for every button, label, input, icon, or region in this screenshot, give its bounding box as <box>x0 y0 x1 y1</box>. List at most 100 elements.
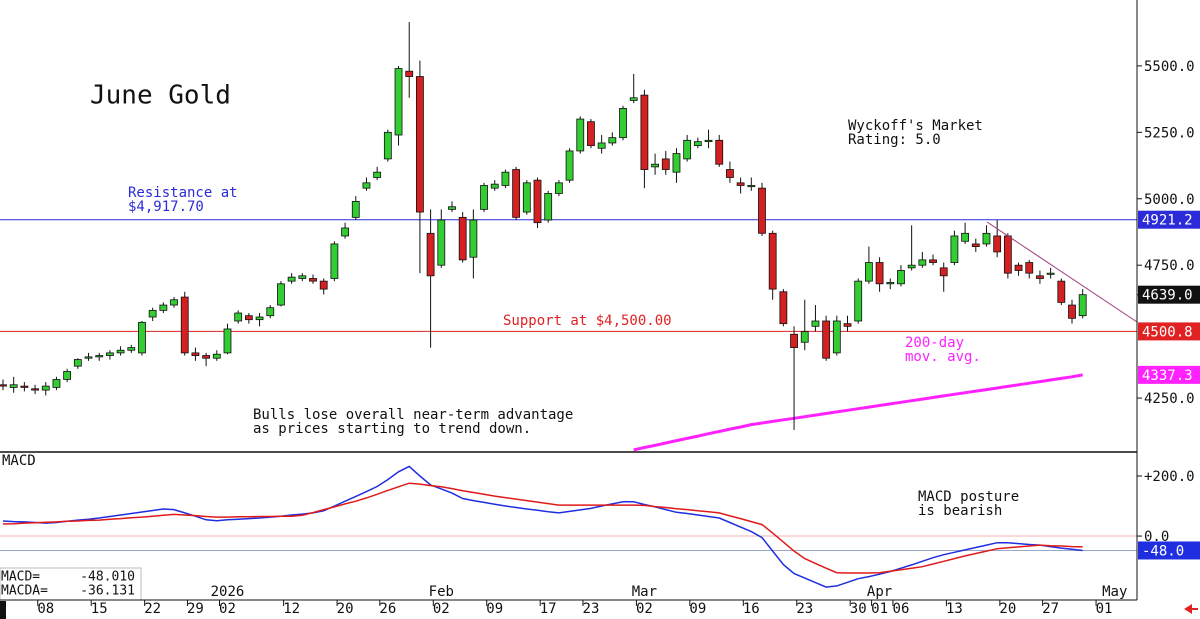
candle-body <box>309 278 317 282</box>
candle-body <box>897 270 905 285</box>
candle-body <box>576 118 585 152</box>
month-label: Feb <box>429 584 454 600</box>
candle-body <box>52 379 61 388</box>
macd-line <box>2 482 1083 574</box>
x-tick-label: 09 <box>486 601 503 617</box>
last-price-box <box>1138 285 1200 304</box>
candle-body <box>469 219 478 258</box>
candle-body <box>266 307 275 317</box>
reference-layer <box>0 65 1142 606</box>
annotation: as prices starting to trend down. <box>253 421 531 437</box>
scroll-arrow <box>1184 604 1198 614</box>
x-tick-label: 02 <box>433 601 450 617</box>
candle-body <box>330 243 339 279</box>
candle-body <box>758 187 766 234</box>
candle-body <box>747 185 756 188</box>
candle-body <box>886 282 895 285</box>
last-price-label: 4639.0 <box>1142 288 1193 304</box>
candle-body <box>1036 275 1044 279</box>
candle-body <box>854 280 863 322</box>
candle-body <box>490 183 499 189</box>
candle-body <box>1068 304 1076 319</box>
candle-body <box>629 97 638 101</box>
month-label: Apr <box>867 584 892 600</box>
candle-body <box>779 291 788 325</box>
candle-body <box>993 235 1002 253</box>
text-layer: 4250.0 4750.0 5000.0 5250.0 5500.0 4921.2 4500… <box>0 59 1200 617</box>
candle-body <box>800 331 809 343</box>
candle-body <box>394 68 403 136</box>
candle-body <box>170 299 178 306</box>
candle-body <box>512 169 521 218</box>
candle-body <box>106 352 114 356</box>
readout-name: MACD= <box>1 570 40 585</box>
candle-body <box>73 359 82 367</box>
annotation: 200-day <box>905 335 964 351</box>
candle-body <box>298 275 307 279</box>
candle-body <box>843 323 852 327</box>
month-label: May <box>1102 584 1127 600</box>
candle-body <box>971 243 980 247</box>
candle-body <box>0 384 7 387</box>
candle-body <box>533 179 542 224</box>
panel-title: MACD <box>2 453 36 469</box>
candle-body <box>790 333 798 348</box>
y-tick-label: 0.0 <box>1144 529 1169 545</box>
candle-body <box>619 108 627 139</box>
candle-body <box>736 182 745 186</box>
x-tick-label: 17 <box>540 601 557 617</box>
candle-body <box>661 158 670 170</box>
candle-body <box>875 262 884 285</box>
candle-body <box>319 280 328 290</box>
candle-body <box>950 235 959 263</box>
candle-body <box>704 139 713 143</box>
annotation: Rating: 5.0 <box>848 132 941 148</box>
candle-body <box>1025 262 1034 274</box>
candle-body <box>416 76 424 213</box>
candle-body <box>448 206 456 210</box>
candle-body <box>672 153 681 173</box>
candle-body <box>41 385 50 391</box>
candle-body <box>822 320 831 359</box>
candle-body <box>373 171 382 178</box>
candle-body <box>223 328 232 354</box>
readout-value: -36.131 <box>80 584 135 599</box>
candle-body <box>726 169 734 178</box>
candle-body <box>63 371 72 380</box>
candle-body <box>383 131 392 160</box>
y-tick-label: 5000.0 <box>1144 192 1195 208</box>
annotation: mov. avg. <box>905 349 981 365</box>
candle-body <box>159 304 168 311</box>
candle-body <box>212 353 221 359</box>
x-tick-label: 23 <box>796 601 813 617</box>
annotation: Bulls lose overall near-term advantage <box>253 407 573 423</box>
candle-body <box>31 388 39 391</box>
x-tick-label: 22 <box>144 601 161 617</box>
macd-last-label: -48.0 <box>1142 543 1184 559</box>
readout-value: -48.010 <box>80 570 135 585</box>
price-line-label: 4921.2 <box>1142 213 1193 229</box>
candle-body <box>929 259 937 263</box>
candle-body <box>234 312 243 322</box>
candle-body <box>811 320 820 327</box>
candle-body <box>1057 280 1066 303</box>
readout-name: MACDA= <box>1 584 48 599</box>
price-line-box <box>1138 210 1200 229</box>
month-label: 2026 <box>211 584 245 600</box>
candle-body <box>565 150 574 181</box>
x-tick-label: 20 <box>337 601 354 617</box>
y-tick-label: 5500.0 <box>1144 59 1195 75</box>
candle-body <box>501 171 510 186</box>
candle-body <box>693 141 702 147</box>
chart-title: June Gold <box>90 81 231 111</box>
candle-body <box>437 219 446 266</box>
trend-line <box>986 221 1138 323</box>
candle-body <box>277 283 285 306</box>
annotation: is bearish <box>918 503 1002 519</box>
candle-body <box>84 356 93 359</box>
macd-line <box>2 465 1083 588</box>
candle-body <box>522 182 531 213</box>
candle-body <box>9 384 18 388</box>
y-tick-label: 5250.0 <box>1144 125 1195 141</box>
candle-body <box>20 385 29 388</box>
